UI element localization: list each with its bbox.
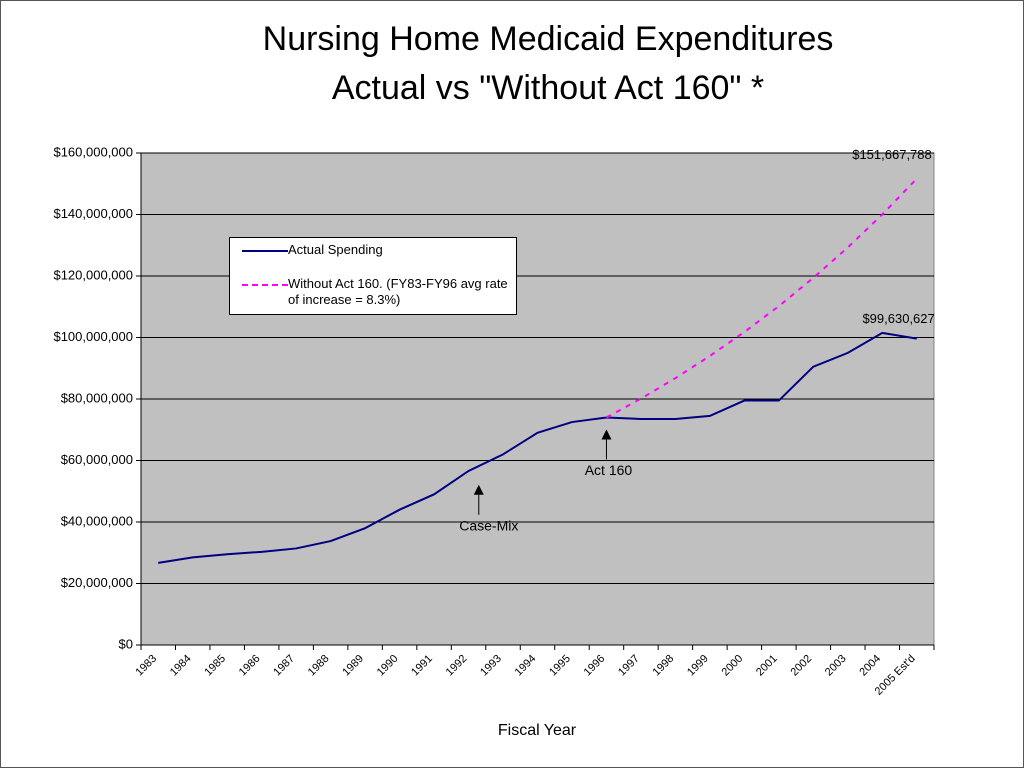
legend-swatch xyxy=(242,250,288,260)
y-tick-label: $40,000,000 xyxy=(61,513,133,528)
x-tick-label: 1989 xyxy=(340,653,366,679)
annotation-arrowhead xyxy=(473,484,484,495)
annotation: $99,630,627 xyxy=(862,311,934,326)
chart-title: Nursing Home Medicaid Expenditures xyxy=(263,20,834,58)
x-tick-label: 1987 xyxy=(271,653,297,679)
x-tick-label: 1999 xyxy=(685,653,711,679)
annotation: Case-Mix xyxy=(459,518,518,534)
x-tick-label: 1988 xyxy=(306,653,332,679)
x-tick-label: 1990 xyxy=(375,653,401,679)
chart-title: Actual vs "Without Act 160" * xyxy=(332,69,764,107)
x-tick-label: 1986 xyxy=(237,653,263,679)
y-tick-label: $160,000,000 xyxy=(53,144,133,159)
annotation: $151,667,788 xyxy=(852,147,932,162)
x-tick-label: 2000 xyxy=(720,653,746,679)
x-tick-label: 1984 xyxy=(168,653,194,679)
y-tick-label: $140,000,000 xyxy=(53,206,133,221)
y-tick-label: $100,000,000 xyxy=(53,329,133,344)
x-tick-label: 2003 xyxy=(823,653,849,679)
y-tick-label: $0 xyxy=(119,636,133,651)
x-tick-label: 1983 xyxy=(133,653,159,679)
annotation-arrowhead xyxy=(601,429,612,440)
x-tick-label: 2002 xyxy=(788,653,814,679)
series-line xyxy=(158,331,917,564)
annotation: Act 160 xyxy=(585,462,633,478)
legend-swatch xyxy=(242,284,288,294)
x-tick-label: 1997 xyxy=(616,653,642,679)
legend-label: Actual Spending xyxy=(288,242,383,257)
y-tick-label: $120,000,000 xyxy=(53,267,133,282)
x-tick-label: 1991 xyxy=(409,653,435,679)
y-tick-label: $20,000,000 xyxy=(61,575,133,590)
x-tick-label: 1995 xyxy=(547,653,573,679)
y-tick-label: $80,000,000 xyxy=(61,390,133,405)
y-tick-label: $60,000,000 xyxy=(61,452,133,467)
legend-entry: Without Act 160. (FY83-FY96 avg rate of … xyxy=(242,276,513,308)
x-tick-label: 1992 xyxy=(444,653,470,679)
series-line xyxy=(605,177,918,419)
x-tick-label: 1996 xyxy=(582,653,608,679)
legend-entry: Actual Spending xyxy=(242,242,513,260)
x-tick-label: 1993 xyxy=(478,653,504,679)
x-tick-label: 2001 xyxy=(754,653,780,679)
x-tick-label: 1998 xyxy=(651,653,677,679)
legend: Actual Spending Without Act 160. (FY83-F… xyxy=(229,237,517,315)
x-axis-label: Fiscal Year xyxy=(498,722,577,739)
legend-label: Without Act 160. (FY83-FY96 avg rate of … xyxy=(288,276,508,307)
x-tick-label: 1985 xyxy=(202,653,228,679)
x-tick-label: 2004 xyxy=(857,653,883,679)
x-tick-label: 1994 xyxy=(513,653,539,679)
